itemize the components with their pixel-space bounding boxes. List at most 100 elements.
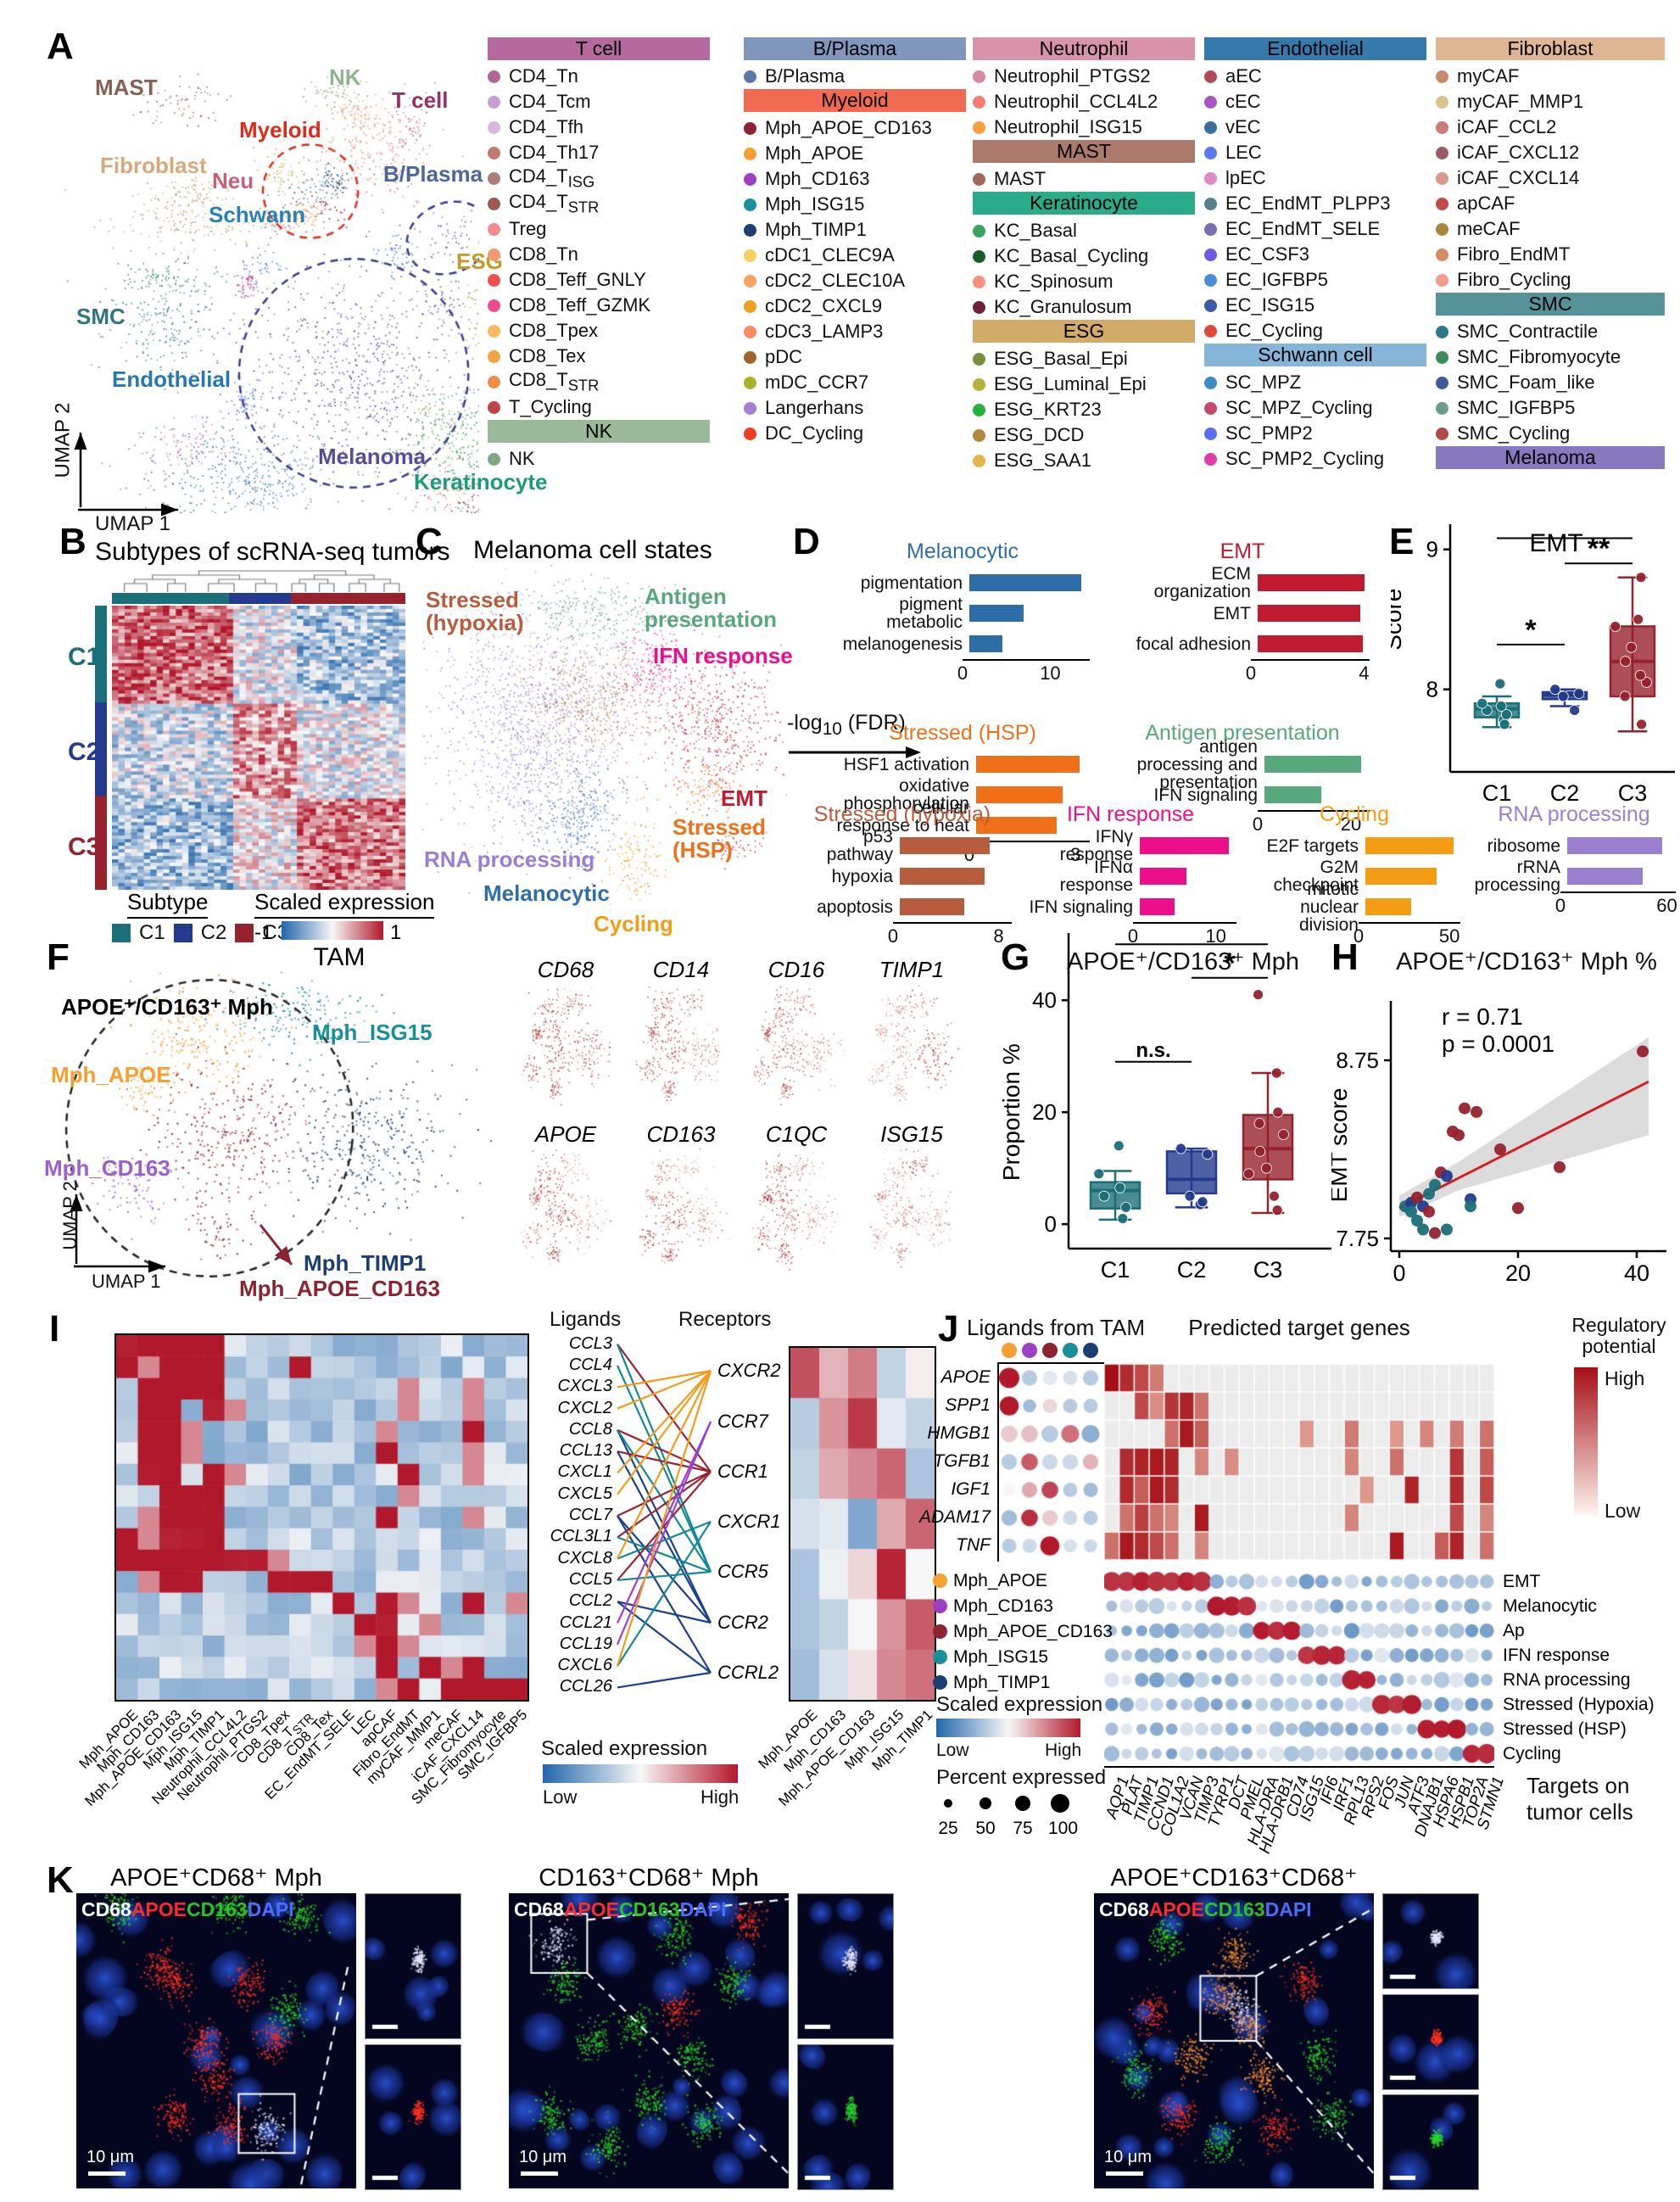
feature-plot-cd68 <box>515 984 617 1111</box>
row-cluster-label-C3: C3 <box>68 833 100 862</box>
legend-item-label: myCAF_MMP1 <box>1457 91 1583 113</box>
bar <box>1264 786 1321 803</box>
bar-zone <box>900 861 1012 891</box>
bar-label: pigmentation <box>835 574 969 592</box>
bar <box>1365 837 1454 854</box>
legend-dot-icon <box>488 299 500 312</box>
receptor-label-ccr7: CCR7 <box>717 1411 768 1433</box>
legend-item: Fibro_Cycling <box>1436 267 1665 293</box>
legend-item: pDC <box>744 344 966 370</box>
legend-item: EC_Cycling <box>1204 318 1426 344</box>
legend-item-label: SC_PMP2 <box>1225 422 1313 444</box>
ligand-label-cxcl1: CXCL1 <box>534 1462 612 1482</box>
legend-dot-icon <box>1204 96 1217 109</box>
channel-label-cd68: CD68 <box>1099 1898 1149 1920</box>
ligand-label-cxcl8: CXCL8 <box>534 1549 612 1568</box>
percent-dot-icon <box>1051 1794 1069 1813</box>
legend-header-melanoma: Melanoma <box>1436 446 1665 469</box>
legend-dot-icon <box>488 274 500 287</box>
legend-item: lpEC <box>1204 165 1426 191</box>
tam-label-mph_cd163: Mph_CD163 <box>44 1155 170 1182</box>
bar-zone <box>1140 830 1236 861</box>
bar-zone <box>1258 598 1370 629</box>
bar-label: hypoxia <box>793 868 900 886</box>
legend-dot-icon <box>488 147 500 159</box>
j-mph-dot-icon <box>933 1624 947 1639</box>
legend-item: KC_Basal_Cycling <box>973 243 1195 269</box>
bar <box>976 786 1063 803</box>
if-image-2 <box>1094 1893 1374 2188</box>
legend-item: CD8_Teff_GNLY <box>488 267 710 293</box>
feature-title-cd68: CD68 <box>515 957 617 983</box>
legend-item: ESG_Luminal_Epi <box>973 372 1195 397</box>
legend-item: cDC2_CLEC10A <box>744 268 966 293</box>
bar-row: IFN signaling <box>1024 891 1236 922</box>
receptor-label-ccr5: CCR5 <box>717 1561 768 1583</box>
state-label-emt: EMT <box>721 787 767 810</box>
bar-zone <box>1258 567 1370 598</box>
subtype-swatch-icon <box>112 924 131 942</box>
channel-label-dapi: DAPI <box>248 1898 294 1920</box>
if-inset-0-0 <box>365 1893 461 2039</box>
channel-label-dapi: DAPI <box>1265 1898 1312 1920</box>
legend-dot-icon <box>1436 326 1448 338</box>
panel-b-title: Subtypes of scRNA-seq tumors <box>95 538 450 567</box>
channel-label-dapi: DAPI <box>680 1898 727 1920</box>
feature-title-apoe: APOE <box>515 1121 617 1148</box>
j-mph-label-2: Mph_APOE_CD163 <box>953 1622 1113 1642</box>
bar <box>1140 837 1229 854</box>
legend-dot-icon <box>1436 377 1448 389</box>
legend-item: SMC_Contractile <box>1436 319 1665 344</box>
if-inset-2-2 <box>1382 2094 1479 2190</box>
legend-item-label: iCAF_CXCL14 <box>1457 167 1579 189</box>
j-ligand-label-spp1: SPP1 <box>914 1395 991 1416</box>
legend-dot-icon <box>744 428 756 440</box>
bar-row: IFNγ response <box>1024 830 1236 861</box>
bar-label: ECM organization <box>1115 565 1258 601</box>
svg-text:*: * <box>1525 614 1537 646</box>
channel-label-cd163: CD163 <box>187 1898 248 1920</box>
legend-dot-icon <box>488 96 500 109</box>
legend-item: CD8_Teff_GZMK <box>488 293 710 318</box>
svg-text:8.75: 8.75 <box>1336 1048 1379 1073</box>
umap-label-smc: SMC <box>76 304 126 330</box>
subtype-swatch-icon <box>235 924 254 942</box>
legend-item-label: Mph_CD163 <box>765 168 870 190</box>
legend-dot-icon <box>973 378 985 391</box>
bar-chart-title: Cycling <box>1248 802 1460 827</box>
legend-item-label: SMC_Cycling <box>1457 422 1570 444</box>
legend-dot-icon <box>973 429 985 442</box>
j-scaled-expression-title: Scaled expression <box>936 1693 1102 1717</box>
legend-item-label: ESG_Basal_Epi <box>994 348 1128 370</box>
bar-chart-title: Stressed (hypoxia) <box>793 802 1012 827</box>
bar-row: melanogenesis <box>835 629 1090 659</box>
legend-dot-icon <box>973 96 985 109</box>
legend-item-label: pDC <box>765 346 802 368</box>
legend-dot-icon <box>1436 274 1448 287</box>
tam-subtype-dot-icon <box>1022 1343 1037 1358</box>
bar-chart-stressed-hypoxia-: Stressed (hypoxia) p53 pathway hypoxia apop… <box>793 802 1012 947</box>
svg-text:9: 9 <box>1426 537 1438 562</box>
legend-dot-icon <box>973 173 985 186</box>
bar-zone <box>1140 891 1236 922</box>
state-label-rna-processing: RNA processing <box>424 848 594 871</box>
axis-tick-label: 0 <box>957 662 968 685</box>
legend-header-myeloid: Myeloid <box>744 89 966 112</box>
bar-chart-title: EMT <box>1115 539 1370 564</box>
legend-dot-icon <box>744 300 756 313</box>
channel-label-cd68: CD68 <box>514 1898 564 1920</box>
channel-label-cd163: CD163 <box>1204 1898 1265 1920</box>
svg-text:0: 0 <box>1393 1260 1405 1286</box>
legend-item-label: aEC <box>1225 65 1262 87</box>
svg-text:7.75: 7.75 <box>1336 1226 1379 1251</box>
ligand-label-ccl19: CCL19 <box>534 1635 612 1654</box>
bar-label: focal adhesion <box>1115 635 1258 653</box>
dotplot-axis <box>1104 1766 1494 1768</box>
umap1-axis-label: UMAP 1 <box>95 512 170 536</box>
axis-tick-label: 0 <box>1353 925 1364 947</box>
j-mph-label-1: Mph_CD163 <box>953 1596 1053 1617</box>
svg-text:Score: Score <box>1391 589 1406 651</box>
svg-text:C2: C2 <box>1550 780 1580 804</box>
legend-dot-icon <box>488 198 500 210</box>
feature-title-cd16: CD16 <box>745 957 847 983</box>
